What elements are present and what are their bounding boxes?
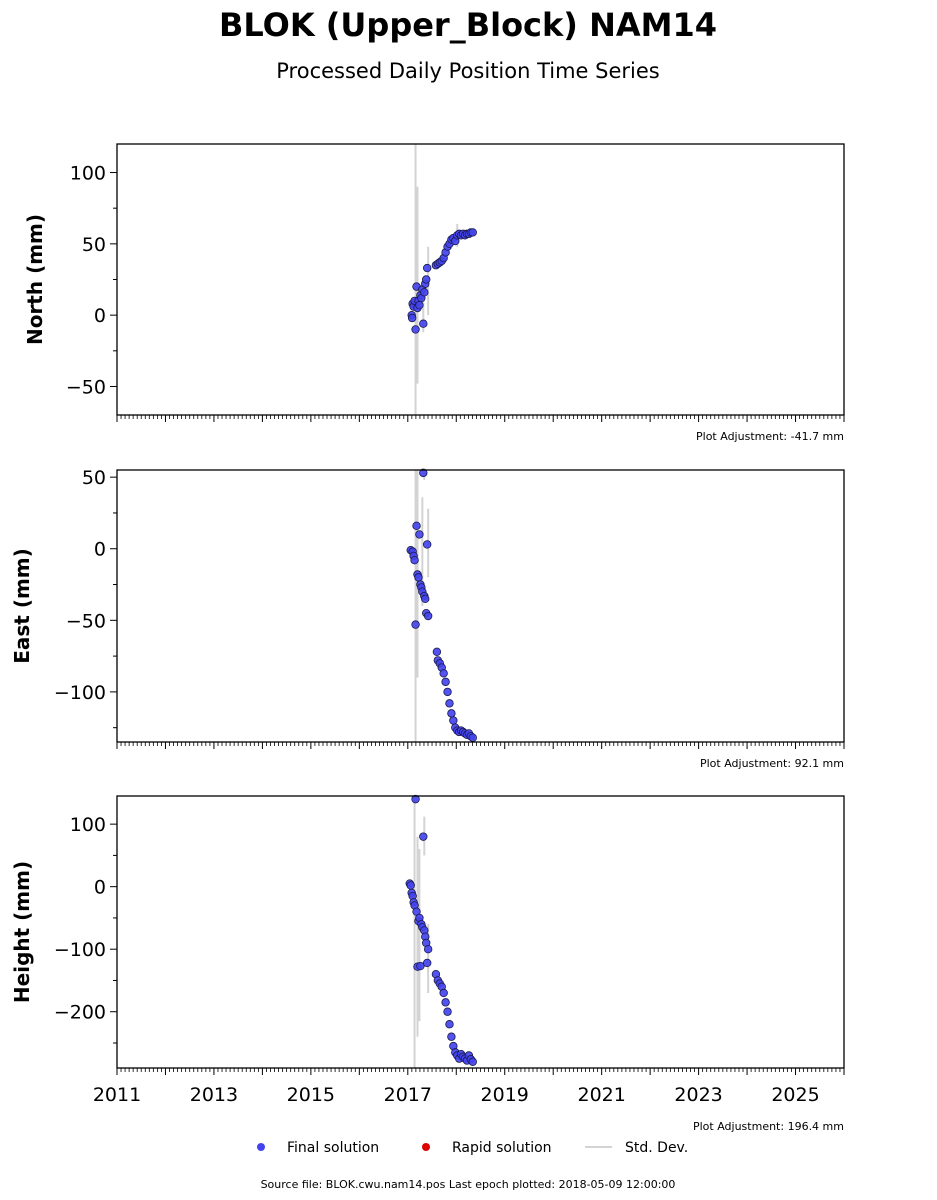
x-tick-label: 2023 (674, 1084, 722, 1106)
y-tick-label: 0 (94, 539, 106, 561)
figure-subtitle: Processed Daily Position Time Series (276, 59, 660, 83)
x-tick-label: 2015 (287, 1084, 335, 1106)
data-point (416, 961, 425, 971)
data-point (443, 1007, 452, 1016)
data-point (443, 687, 452, 697)
data-point (422, 958, 432, 968)
plot-adjustment-note: Plot Adjustment: 196.4 mm (693, 1120, 844, 1133)
x-tick-label: 2025 (771, 1084, 819, 1106)
panel-2: 100 0 −100 −200 2011 2013 2015 2017 2019 2021 2023… (10, 794, 845, 1133)
data-point (439, 669, 448, 678)
y-tick-label: 50 (82, 467, 106, 489)
plot-adjustment-note: Plot Adjustment: -41.7 mm (696, 430, 844, 443)
y-axis-label: North (mm) (23, 214, 47, 345)
data-point (447, 1032, 456, 1041)
y-tick-label: −50 (66, 376, 106, 398)
x-tick-label: 2013 (190, 1084, 238, 1106)
data-point (441, 677, 450, 687)
axes-frame (116, 795, 845, 1069)
y-axis-label: Height (mm) (10, 861, 34, 1003)
source-text: Source file: BLOK.cwu.nam14.pos Last epo… (261, 1178, 676, 1191)
data-point (419, 319, 428, 328)
data-point (423, 944, 433, 954)
data-point (468, 1057, 477, 1066)
legend-label: Rapid solution (452, 1140, 552, 1156)
legend-label: Final solution (287, 1140, 379, 1156)
data-point (422, 275, 431, 284)
y-tick-label: 0 (94, 877, 106, 899)
data-point (406, 881, 415, 890)
y-tick-label: 100 (70, 163, 106, 185)
x-tick-label: 2021 (577, 1084, 625, 1106)
data-point (439, 988, 448, 998)
y-tick-label: 50 (82, 234, 106, 256)
data-point (441, 998, 450, 1007)
x-tick-label: 2019 (481, 1084, 529, 1106)
data-point (449, 716, 458, 725)
data-point (412, 521, 421, 531)
data-point (420, 288, 429, 297)
data-point (419, 468, 428, 478)
data-point (447, 709, 456, 718)
axes-frame (116, 469, 845, 743)
panel-0: 100 50 0 −50 North (mm) Plot Adjustment: -41.… (23, 143, 845, 443)
data-point (423, 611, 433, 621)
legend-marker (257, 1143, 265, 1151)
data-point (411, 620, 420, 629)
data-point (414, 573, 423, 582)
data-point (411, 794, 420, 804)
legend-label: Std. Dev. (625, 1140, 688, 1156)
y-tick-label: −100 (54, 682, 106, 704)
x-tick-label: 2011 (93, 1084, 141, 1106)
y-tick-label: 100 (70, 814, 106, 836)
y-axis-label: East (mm) (10, 548, 34, 664)
legend-item: Final solution (257, 1140, 379, 1156)
legend-marker (422, 1143, 430, 1151)
data-point (468, 228, 477, 237)
data-point (419, 832, 428, 841)
y-tick-label: −100 (54, 939, 106, 961)
y-tick-label: −200 (54, 1002, 106, 1024)
data-point (421, 594, 430, 604)
x-tick-label: 2017 (384, 1084, 432, 1106)
data-point (407, 313, 417, 323)
figure-title: BLOK (Upper_Block) NAM14 (219, 6, 717, 44)
legend-item: Std. Dev. (585, 1140, 688, 1156)
y-tick-label: 0 (94, 305, 106, 327)
y-tick-label: −50 (66, 610, 106, 632)
data-point (411, 325, 420, 334)
plot-adjustment-note: Plot Adjustment: 92.1 mm (700, 757, 844, 770)
axes-frame (116, 143, 845, 416)
data-point (445, 1020, 454, 1029)
data-point (422, 263, 432, 273)
legend-item: Rapid solution (422, 1140, 552, 1156)
panel-1: 50 0 −50 −100 East (mm) Plot Adjustment: 92.1… (10, 467, 845, 770)
data-point (422, 540, 432, 549)
data-point (415, 300, 424, 310)
data-point (468, 733, 477, 742)
data-point (432, 647, 442, 657)
legend: Final solution Rapid solution Std. Dev. (257, 1140, 688, 1156)
data-point (410, 555, 419, 565)
data-point (445, 699, 454, 708)
data-point (415, 530, 424, 539)
panels: 100 50 0 −50 North (mm) Plot Adjustment: -41.… (10, 143, 845, 1133)
